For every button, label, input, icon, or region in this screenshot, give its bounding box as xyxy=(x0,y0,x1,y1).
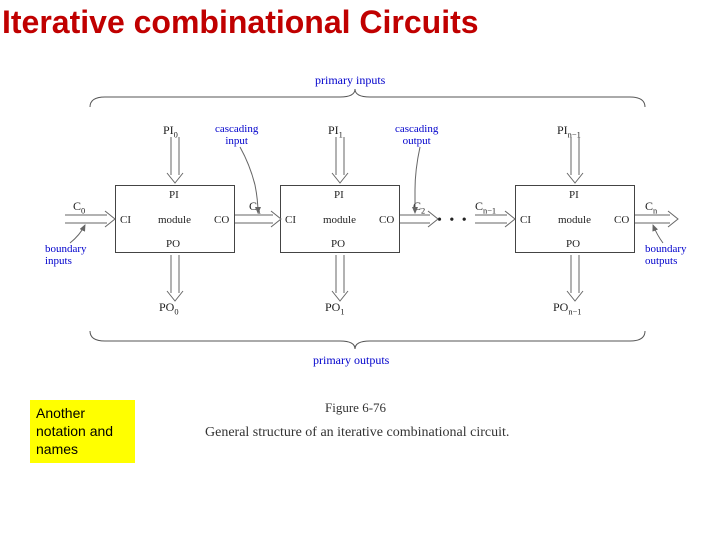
pi-top-n: PIn−1 xyxy=(557,123,581,139)
primary-inputs-label: primary inputs xyxy=(315,73,385,88)
boundary-outputs-label: boundaryoutputs xyxy=(645,243,687,267)
module-co: CO xyxy=(614,214,629,226)
note-line: Another xyxy=(36,404,129,422)
po-bottom-0: PO0 xyxy=(159,300,179,316)
module-pi: PI xyxy=(334,189,344,201)
cascading-input-label: cascadinginput xyxy=(215,123,258,147)
module-pi: PI xyxy=(169,189,179,201)
cn-label: Cn xyxy=(645,199,657,215)
po-bottom-1: PO1 xyxy=(325,300,345,316)
boundary-inputs-label: boundaryinputs xyxy=(45,243,87,267)
note-box: Another notation and names xyxy=(30,400,135,463)
po-bottom-n: POn−1 xyxy=(553,300,581,316)
pi-top-0: PI0 xyxy=(163,123,178,139)
module-name: module xyxy=(158,214,191,226)
module-po: PO xyxy=(166,238,180,250)
c1-label: C1 xyxy=(249,199,261,215)
module-co: CO xyxy=(379,214,394,226)
primary-outputs-label: primary outputs xyxy=(313,353,389,368)
note-line: names xyxy=(36,440,129,458)
note-line: notation and xyxy=(36,422,129,440)
module-n: PI CI CO module PO xyxy=(515,185,635,253)
module-0: PI CI CO module PO xyxy=(115,185,235,253)
cascading-output-label: cascadingoutput xyxy=(395,123,438,147)
module-po: PO xyxy=(331,238,345,250)
module-name: module xyxy=(558,214,591,226)
module-co: CO xyxy=(214,214,229,226)
module-ci: CI xyxy=(520,214,531,226)
module-ci: CI xyxy=(120,214,131,226)
pi-top-1: PI1 xyxy=(328,123,343,139)
module-1: PI CI CO module PO xyxy=(280,185,400,253)
figure-label: Figure 6-76 xyxy=(325,400,386,416)
module-po: PO xyxy=(566,238,580,250)
module-ci: CI xyxy=(285,214,296,226)
c2-label: C2 xyxy=(413,199,425,215)
module-pi: PI xyxy=(569,189,579,201)
figure-caption: General structure of an iterative combin… xyxy=(205,425,509,441)
c0-label: C0 xyxy=(73,199,85,215)
cn1-label: Cn−1 xyxy=(475,199,496,215)
module-name: module xyxy=(323,214,356,226)
ellipsis: • • • xyxy=(437,213,469,229)
page-title: Iterative combinational Circuits xyxy=(2,4,479,41)
diagram: primary inputs primary outputs PI CI CO … xyxy=(55,75,675,375)
